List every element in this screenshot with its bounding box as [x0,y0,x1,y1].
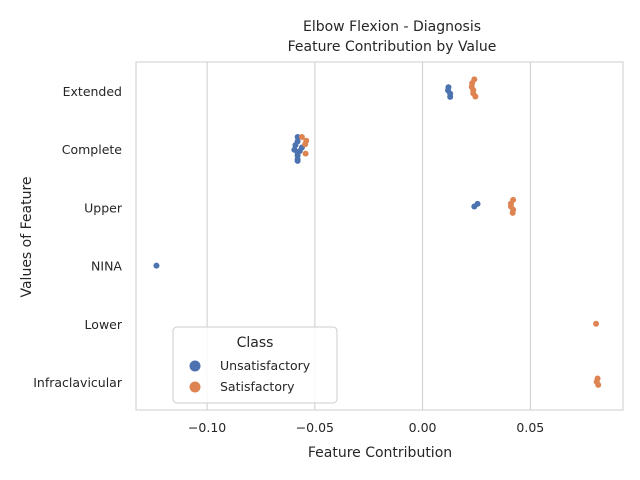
x-tick-label: 0.00 [409,420,437,435]
legend: Class Unsatisfactory Satisfactory [172,326,338,404]
y-tick-label-extended: Extended [63,84,122,99]
chart-title: Elbow Flexion - Diagnosis [303,19,481,35]
point-unsatisfactory-complete [294,133,301,140]
legend-box [172,326,338,404]
point-unsatisfactory-extended [447,93,454,100]
x-tick-label: 0.05 [516,420,544,435]
y-tick-label-complete: Complete [62,142,123,157]
point-satisfactory-complete [302,141,309,148]
point-unsatisfactory-nina [153,262,160,269]
legend-label-satisfactory: Satisfactory [220,379,295,394]
plot-frame [135,61,624,411]
legend-title: Class [237,335,274,351]
y-axis-label: Values of Feature [19,176,35,297]
x-tick-labels: −0.10 −0.05 0.00 0.05 [188,420,544,435]
x-tick-label: −0.05 [296,420,334,435]
point-satisfactory-extended [472,93,479,100]
point-satisfactory-upper [509,209,516,216]
chart-subtitle: Feature Contribution by Value [288,39,497,55]
point-satisfactory-lower [593,320,600,327]
x-axis-label: Feature Contribution [308,445,452,461]
data-points [153,76,602,388]
point-satisfactory-complete [298,133,305,140]
y-tick-label-lower: Lower [85,317,123,332]
y-tick-labels: Extended Complete Upper NINA Lower Infraclavi… [33,84,123,390]
y-tick-label-infraclavicular: Infraclavicular [33,375,123,390]
point-unsatisfactory-complete [292,142,299,149]
point-unsatisfactory-upper [471,203,478,210]
legend-label-unsatisfactory: Unsatisfactory [220,358,311,373]
y-tick-label-nina: NINA [91,259,122,274]
x-tick-label: −0.10 [188,420,226,435]
point-satisfactory-complete [302,150,309,157]
legend-swatch-unsatisfactory [189,360,201,372]
y-tick-label-upper: Upper [84,200,123,215]
point-unsatisfactory-complete [294,157,301,164]
legend-swatch-satisfactory [189,381,201,393]
point-satisfactory-infraclavicular [595,381,602,388]
